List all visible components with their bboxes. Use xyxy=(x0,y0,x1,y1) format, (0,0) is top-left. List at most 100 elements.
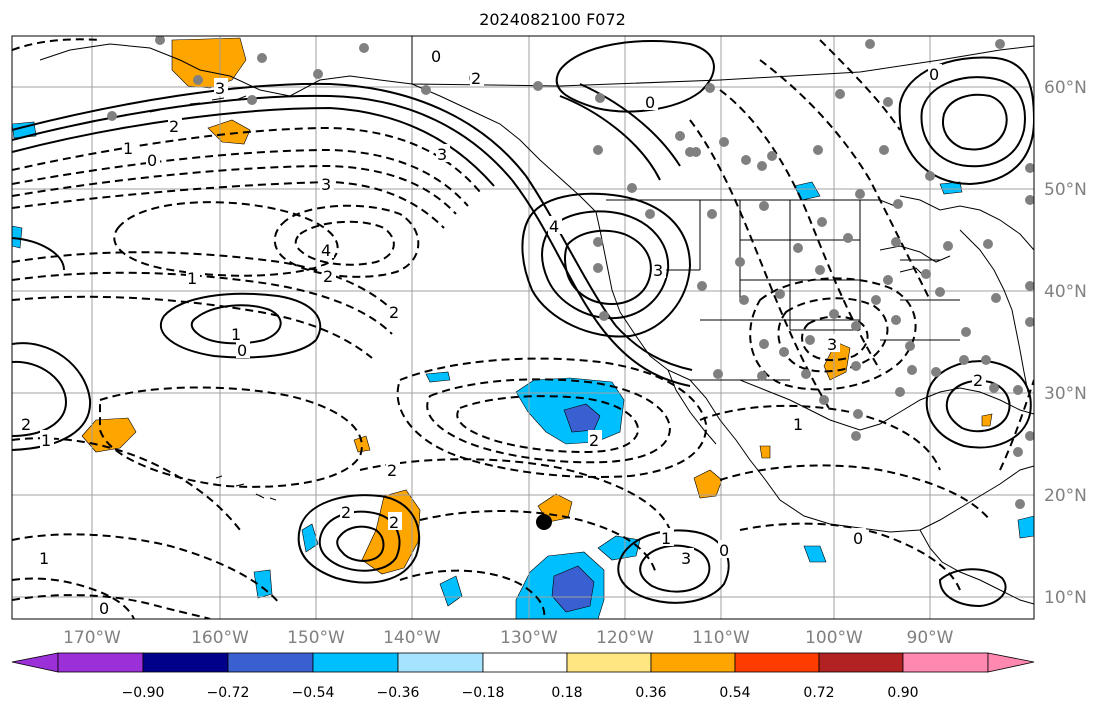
shade-blue-westedge xyxy=(12,225,23,249)
contour-dashed-low-4 xyxy=(12,594,211,619)
colorbar-segment xyxy=(650,652,736,673)
contour-dashed-cent-3 xyxy=(456,395,640,454)
colorbar-segment xyxy=(312,652,399,673)
contour-label: 1 xyxy=(793,415,803,434)
contour-label: 2 xyxy=(471,69,481,88)
contour-labels: 0 3 2 1 0 3 4 2 1 1 0 3 4 2 2 1 2 2 1 3 … xyxy=(20,46,986,618)
lon-label: 130°W xyxy=(500,628,558,648)
shade-orange-small-2 xyxy=(759,445,771,459)
colorbar-tick-label: 0.36 xyxy=(635,685,666,701)
gulf-coast xyxy=(829,387,1034,431)
contour-label: 0 xyxy=(431,47,441,66)
contour-dashed-mid-2 xyxy=(12,271,393,335)
contour-label: 2 xyxy=(973,371,983,390)
contour-label: 3 xyxy=(437,145,447,164)
lat-label: 60°N xyxy=(1044,78,1087,98)
contour-dashed-west-0 xyxy=(12,577,135,619)
contour-label: 0 xyxy=(929,65,939,84)
colorbar-segment xyxy=(482,652,568,673)
contour-solid-highpac-3 xyxy=(564,229,652,306)
colorbar-max-extend xyxy=(987,652,1035,673)
state-lines xyxy=(660,200,960,381)
colorbar-ticks: −0.90 −0.72 −0.54 −0.36 −0.18 0.18 0.36 … xyxy=(122,685,919,701)
shade-blue-baja xyxy=(425,371,451,383)
contour-dashed-n3 xyxy=(12,180,445,229)
contour-label: 0 xyxy=(147,151,157,170)
contour-label: 0 xyxy=(645,93,655,112)
colorbar-tick-label: 0.72 xyxy=(803,685,834,701)
graticule xyxy=(12,36,1034,619)
alaska-coast xyxy=(39,43,597,213)
shaded-regions xyxy=(12,37,1034,619)
contour-solid-hawaii-storm xyxy=(297,494,421,584)
colorbar-tick-label: 0.18 xyxy=(551,685,582,701)
shade-blue-hawaii-storm xyxy=(301,523,319,553)
map-background xyxy=(12,36,1034,619)
contour-solid-canada-high-2 xyxy=(920,76,1026,168)
central-america xyxy=(919,529,1034,605)
lat-label: 20°N xyxy=(1044,486,1087,506)
contour-solid-north-pac-1 xyxy=(12,237,65,271)
contour-dashed-low-1 xyxy=(99,386,363,488)
contour-label: 0 xyxy=(853,529,863,548)
lat-label: 10°N xyxy=(1044,588,1087,608)
contour-solid-west-low xyxy=(159,292,322,359)
colorbar-segment xyxy=(818,652,904,673)
contour-dashed-trough-3 xyxy=(294,220,395,266)
colorbar-segment xyxy=(142,652,229,673)
contour-dashed-east-1 xyxy=(689,119,831,411)
contour-label: 2 xyxy=(387,461,397,480)
contour-label: 1 xyxy=(39,549,49,568)
colorbar-segment xyxy=(57,652,144,673)
contour-label: 2 xyxy=(589,431,599,450)
lat-label: 50°N xyxy=(1044,180,1087,200)
colorbar-tick-label: 0.54 xyxy=(719,685,750,701)
contour-dashed-0-south xyxy=(739,522,961,591)
contour-dashed-gulf-2 xyxy=(719,464,991,521)
colorbar-segment xyxy=(566,652,652,673)
colorbar-tick-label: 0.90 xyxy=(887,685,918,701)
contour-label: 1 xyxy=(661,529,671,548)
contour-solid-alaska-low xyxy=(555,40,715,113)
contour-label: 0 xyxy=(237,341,247,360)
contour-solid-highpac-2 xyxy=(541,210,670,320)
east-coast xyxy=(959,229,1029,393)
shade-orange-small-1 xyxy=(353,435,371,453)
lon-label: 110°W xyxy=(692,628,750,648)
contour-label: 0 xyxy=(719,541,729,560)
hudson-bay xyxy=(899,195,1034,251)
contour-label: 2 xyxy=(341,503,351,522)
contour-solid-bottom-right xyxy=(938,568,1007,608)
contour-label: 0 xyxy=(99,599,109,618)
latitude-labels: 60°N 50°N 40°N 30°N 20°N 10°N xyxy=(1044,78,1087,608)
contour-label: 3 xyxy=(215,79,225,98)
longitude-labels: 170°W 160°W 150°W 140°W 130°W 120°W 110°… xyxy=(63,628,954,648)
contour-dashed-cent-1 xyxy=(396,357,708,478)
shade-darkblue-south-1 xyxy=(551,565,595,613)
contour-solid-jet-3 xyxy=(12,106,495,187)
station-dots xyxy=(107,36,1034,509)
contour-solid-canada-high-3 xyxy=(942,93,1008,151)
colorbar-tick-label: −0.36 xyxy=(377,685,420,701)
contour-label: 3 xyxy=(321,175,331,194)
canada-us-border xyxy=(606,199,901,209)
lon-label: 140°W xyxy=(383,628,441,648)
contour-dashed-mid-3 xyxy=(12,295,373,359)
lon-label: 160°W xyxy=(191,628,249,648)
contour-solid-hawaii-storm-3 xyxy=(336,525,385,562)
contour-label: 4 xyxy=(549,217,559,236)
contour-dashed-n2 xyxy=(12,164,457,215)
contour-label: 4 xyxy=(321,241,331,260)
lon-label: 90°W xyxy=(907,628,954,648)
lon-label: 100°W xyxy=(805,628,863,648)
contour-label: 2 xyxy=(389,513,399,532)
lat-label: 40°N xyxy=(1044,282,1087,302)
contour-label: 2 xyxy=(389,303,399,322)
contour-label: 2 xyxy=(21,415,31,434)
contour-solid-jet-2 xyxy=(12,82,693,371)
contour-dashed-plains-low-3 xyxy=(801,315,869,362)
shade-orange-hawaii-storm xyxy=(361,489,421,575)
map-frame xyxy=(11,35,1035,620)
contour-dashed-cent-6 xyxy=(399,569,546,619)
colorbar-min-extend xyxy=(11,652,59,673)
